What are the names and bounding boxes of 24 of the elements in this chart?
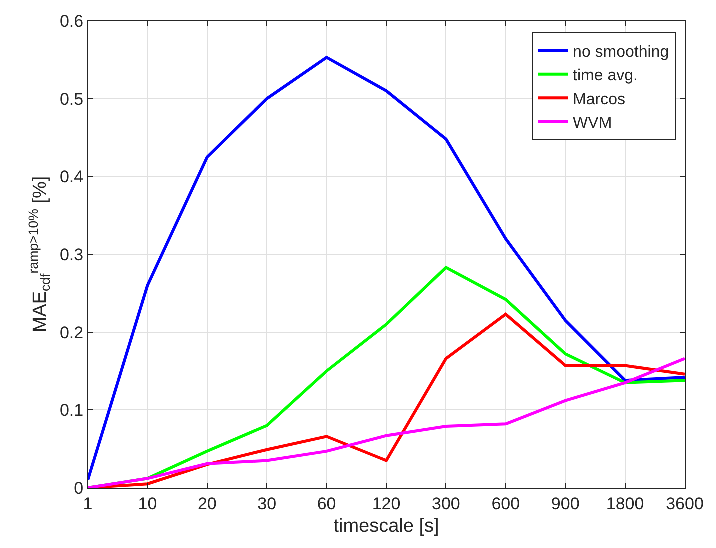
x-tick-label: 1 bbox=[83, 494, 93, 514]
x-tick-label: 10 bbox=[138, 494, 158, 514]
legend-label: WVM bbox=[573, 115, 612, 132]
x-tick-label: 60 bbox=[317, 494, 336, 514]
x-tick-label: 120 bbox=[372, 494, 401, 514]
x-tick-label: 30 bbox=[258, 494, 277, 514]
x-tick-label: 3600 bbox=[666, 494, 704, 514]
x-tick-label: 300 bbox=[432, 494, 460, 514]
y-tick-label: 0.1 bbox=[60, 401, 84, 420]
y-tick-label: 0.5 bbox=[60, 90, 84, 109]
y-tick-label: 0.4 bbox=[60, 168, 84, 187]
x-axis-title: timescale [s] bbox=[334, 516, 440, 538]
legend-label: Marcos bbox=[573, 91, 626, 108]
y-tick-label: 0.2 bbox=[60, 323, 84, 342]
x-tick-label: 20 bbox=[198, 494, 217, 514]
y-tick-label: 0 bbox=[74, 478, 84, 498]
line-series bbox=[88, 357, 685, 488]
y-tick-label: 0.3 bbox=[60, 245, 84, 264]
x-tick-label: 900 bbox=[551, 494, 580, 514]
legend-label: no smoothing bbox=[573, 44, 670, 61]
y-tick-label: 0.6 bbox=[60, 12, 84, 31]
x-tick-label: 1800 bbox=[606, 494, 644, 514]
x-tick-label: 600 bbox=[492, 494, 520, 514]
legend-label: time avg. bbox=[573, 68, 638, 85]
